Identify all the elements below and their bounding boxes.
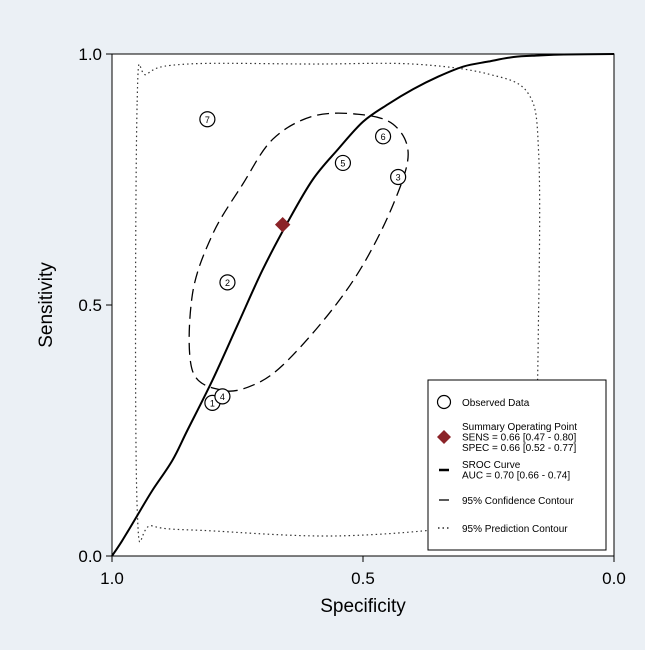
legend: Observed Data Summary Operating PointSENS… [427,379,607,551]
prediction-contour [134,62,541,543]
study-label-5: 5 [340,158,345,168]
sroc-curve [111,53,615,557]
study-label-2: 2 [225,278,230,288]
axes: 1.0 0.5 0.0 0.0 0.5 1.0 [78,45,625,588]
study-label-1: 1 [210,398,215,408]
study-label-6: 6 [381,132,386,142]
summary-point-diamond [274,216,291,233]
y-tick-label-0.5: 0.5 [78,296,102,315]
study-label-4: 4 [220,392,225,402]
legend-text-1-0: Summary Operating Point [462,422,577,433]
legend-text-1-1: SENS = 0.66 [0.47 - 0.80] [462,433,576,444]
contours [111,53,615,557]
study-point-6 [374,128,392,145]
x-tick-label-1.0: 1.0 [100,569,124,588]
legend-text-4-0: 95% Prediction Contour [462,524,568,535]
legend-box [427,379,607,551]
legend-text-0-0: Observed Data [462,398,530,409]
legend-symbol-observed [436,394,452,410]
y-tick-label-1.0: 1.0 [78,45,102,64]
study-label-7: 7 [205,115,210,125]
x-axis-title: Specificity [320,596,406,617]
legend-text-1-2: SPEC = 0.66 [0.52 - 0.77] [462,443,576,454]
study-label-3: 3 [396,172,401,182]
study-point-3 [390,168,407,186]
legend-text-3-0: 95% Confidence Contour [462,496,574,507]
study-point-5 [334,154,352,172]
legend-symbol-summary [437,430,451,444]
study-point-2 [219,274,236,291]
confidence-contour [188,112,409,392]
y-tick-label-0.0: 0.0 [78,547,102,566]
x-tick-label-0.0: 0.0 [602,569,626,588]
x-tick-label-0.5: 0.5 [351,569,375,588]
study-point-7 [199,111,216,128]
study-point-4 [214,388,231,405]
legend-text-2-1: AUC = 0.70 [0.66 - 0.74] [462,471,570,482]
observed-points: 1 2 3 4 5 6 7 [199,111,407,411]
y-axis-title: Sensitivity [36,262,57,348]
legend-text-2-0: SROC Curve [462,460,521,471]
